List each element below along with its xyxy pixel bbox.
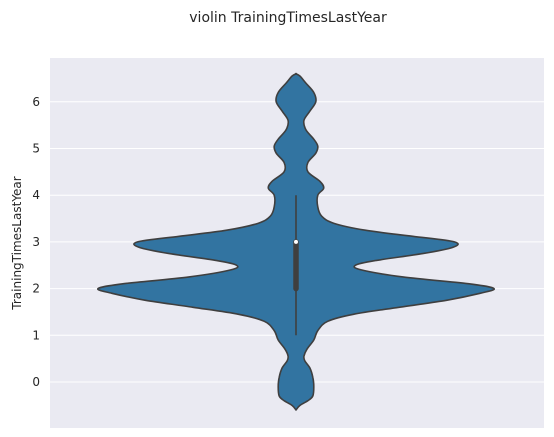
y-axis-label: TrainingTimesLastYear — [10, 176, 24, 310]
median-marker — [294, 239, 298, 244]
y-tick-label-2: 2 — [32, 282, 40, 296]
y-tick-label-1: 1 — [32, 328, 40, 342]
y-axis-ticks: 0 1 2 3 4 5 6 — [32, 95, 40, 389]
y-tick-label-4: 4 — [32, 188, 40, 202]
inner-box — [293, 195, 299, 336]
y-tick-label-3: 3 — [32, 235, 40, 249]
y-tick-label-0: 0 — [32, 375, 40, 389]
y-tick-label-5: 5 — [32, 142, 40, 156]
chart-title: violin TrainingTimesLastYear — [189, 10, 387, 26]
y-tick-label-6: 6 — [32, 95, 40, 109]
